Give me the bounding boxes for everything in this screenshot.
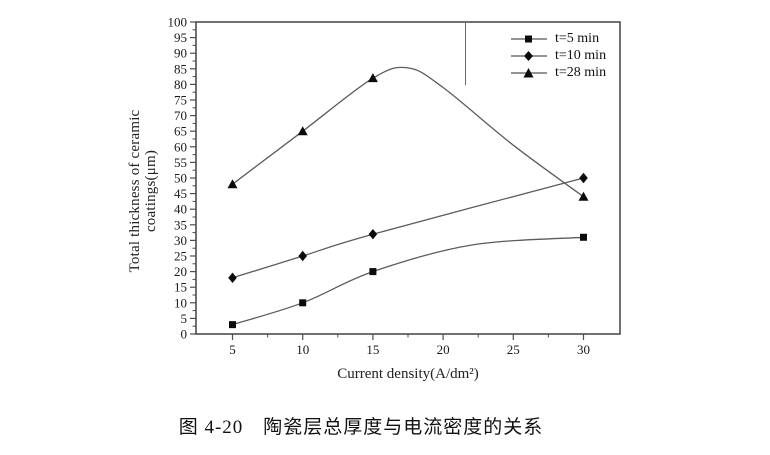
legend-label-t10: t=10 min [555,48,607,63]
legend-swatch-diamond-icon [511,51,547,61]
y-tick-label: 40 [174,202,187,217]
x-tick-label: 30 [577,342,590,357]
legend-label-t28: t=28 min [555,65,607,80]
y-tick-label: 30 [174,233,187,248]
legend-swatch-square-icon [511,35,547,43]
series-line-square [232,236,584,326]
y-tick-label: 70 [174,108,187,123]
legend-item-t10: t=10 min [510,48,619,64]
y-tick-label: 25 [174,249,187,264]
y-tick-label: 50 [174,171,187,186]
y-tick-label: 60 [174,139,187,154]
x-tick-label: 5 [229,342,236,357]
figure-caption: 图 4-20 陶瓷层总厚度与电流密度的关系 [178,417,544,438]
y-axis-label-line1: Total thickness of ceramic [127,109,143,273]
legend-item-t28: t=28 min [510,65,619,81]
y-tick-label: 65 [174,124,187,139]
x-tick-label: 15 [366,342,379,357]
y-tick-label: 55 [174,155,187,170]
marker-square [299,299,307,307]
marker-triangle [367,73,378,83]
marker-triangle [297,126,308,136]
marker-diamond [298,250,308,262]
y-tick-label: 20 [174,264,187,279]
y-axis-label-line2: coatings(μm) [143,149,159,233]
y-tick-label: 10 [174,295,187,310]
legend-label-t5: t=5 min [555,31,600,46]
series-line-diamond [232,177,584,279]
y-tick-label: 0 [181,327,188,342]
marker-diamond [368,228,378,240]
x-tick-label: 10 [296,342,309,357]
marker-square [579,233,587,241]
y-tick-label: 100 [168,15,188,30]
legend-item-t5: t=5 min [510,31,619,47]
y-tick-label: 90 [174,46,187,61]
series-line-triangle [232,66,584,198]
x-tick-label: 25 [507,342,520,357]
legend: t=5 min t=10 min t=28 min [465,23,619,85]
y-tick-label: 15 [174,280,187,295]
marker-diamond [228,272,237,284]
y-tick-label: 95 [174,30,187,45]
y-tick-label: 45 [174,186,187,201]
y-tick-label: 85 [174,61,187,76]
chart-canvas: 0510152025303540455055606570758085909510… [168,15,621,357]
y-tick-label: 35 [174,217,187,232]
legend-swatch-triangle-icon [511,68,547,78]
y-tick-label: 75 [174,93,187,108]
y-axis-label: Total thickness of ceramic coatings(μm) [127,81,161,301]
marker-square [369,268,377,276]
marker-square [229,321,237,329]
marker-triangle [227,179,238,189]
marker-diamond [579,172,588,184]
x-tick-label: 20 [437,342,450,357]
marker-triangle [578,191,589,201]
x-axis-label: Current density(A/dm²) [337,366,479,382]
y-tick-label: 80 [174,77,187,92]
y-tick-label: 5 [181,311,188,326]
